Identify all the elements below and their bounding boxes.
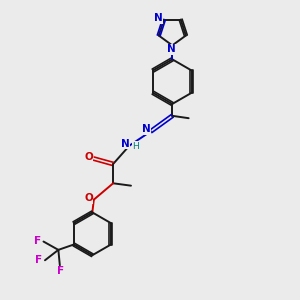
Text: N: N: [121, 139, 130, 149]
Text: N: N: [142, 124, 151, 134]
Text: O: O: [84, 152, 93, 162]
Text: F: F: [35, 255, 43, 265]
Text: O: O: [84, 194, 93, 203]
Text: N: N: [154, 13, 163, 23]
Text: H: H: [133, 142, 140, 151]
Text: F: F: [57, 266, 64, 276]
Text: F: F: [34, 236, 41, 246]
Text: N: N: [167, 44, 176, 54]
